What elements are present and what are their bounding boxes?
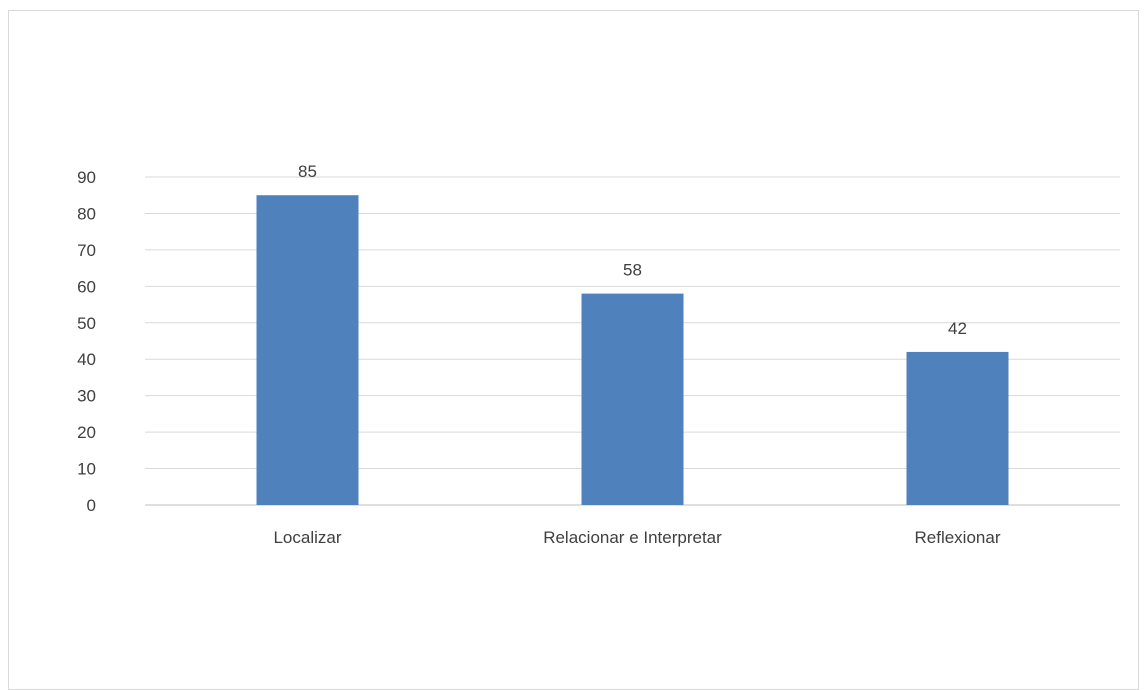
bar-chart: 0 10 20 30 40 50 60 70 80 90 Localizar Relacionar …	[77, 162, 1120, 547]
y-tick-label: 0	[87, 496, 96, 515]
y-tick-label: 20	[77, 423, 96, 442]
y-tick-label: 80	[77, 204, 96, 223]
data-label: 58	[623, 261, 642, 280]
x-tick-label: Relacionar e Interpretar	[543, 528, 722, 547]
x-tick-label: Localizar	[273, 528, 341, 547]
y-tick-label: 70	[77, 241, 96, 260]
y-tick-label: 50	[77, 314, 96, 333]
bar	[581, 293, 684, 505]
bar	[256, 195, 359, 505]
y-tick-label: 10	[77, 460, 96, 479]
bars	[256, 195, 1009, 505]
bar	[906, 351, 1009, 505]
y-tick-label: 60	[77, 277, 96, 296]
data-labels: 85 58 42	[298, 162, 967, 338]
x-axis-ticks: Localizar Relacionar e Interpretar Reflexi…	[273, 528, 1000, 547]
y-tick-label: 30	[77, 387, 96, 406]
data-label: 85	[298, 162, 317, 181]
chart-frame	[8, 10, 1139, 690]
y-axis-ticks: 0 10 20 30 40 50 60 70 80 90	[77, 168, 96, 515]
y-tick-label: 40	[77, 350, 96, 369]
data-label: 42	[948, 319, 967, 338]
y-tick-label: 90	[77, 168, 96, 187]
x-tick-label: Reflexionar	[915, 528, 1001, 547]
